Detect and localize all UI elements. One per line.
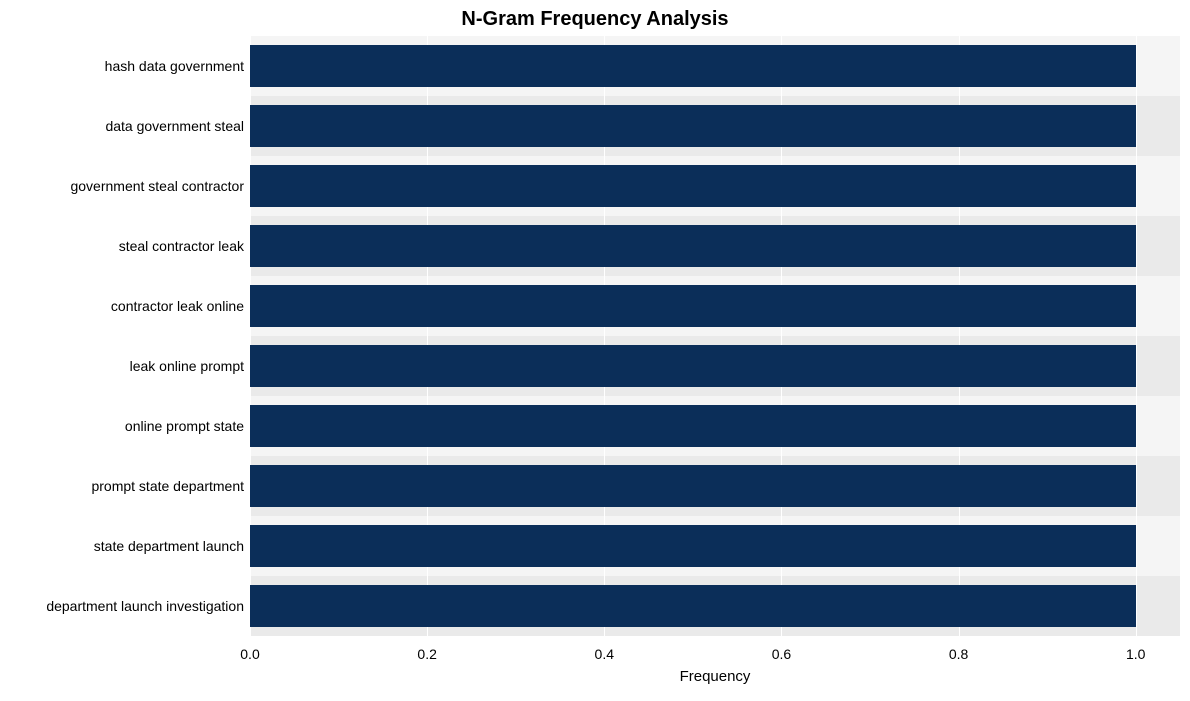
gridline xyxy=(1136,36,1137,636)
bar xyxy=(250,105,1136,147)
y-tick-label: hash data government xyxy=(105,58,244,74)
y-tick-label: data government steal xyxy=(105,118,244,134)
y-tick-label: steal contractor leak xyxy=(119,238,244,254)
y-tick-label: state department launch xyxy=(94,538,244,554)
plot-area xyxy=(250,36,1180,636)
ngram-frequency-chart: N-Gram Frequency Analysis hash data gove… xyxy=(0,0,1190,701)
bar xyxy=(250,165,1136,207)
x-tick-label: 0.6 xyxy=(772,646,791,662)
y-tick-label: prompt state department xyxy=(91,478,244,494)
chart-title: N-Gram Frequency Analysis xyxy=(0,8,1190,31)
bar xyxy=(250,585,1136,627)
bar xyxy=(250,45,1136,87)
y-tick-label: government steal contractor xyxy=(70,178,244,194)
x-axis-title: Frequency xyxy=(680,668,751,685)
y-tick-label: online prompt state xyxy=(125,418,244,434)
bar xyxy=(250,285,1136,327)
y-tick-label: department launch investigation xyxy=(46,598,244,614)
bar xyxy=(250,405,1136,447)
x-tick-label: 0.8 xyxy=(949,646,968,662)
x-tick-label: 1.0 xyxy=(1126,646,1145,662)
y-tick-label: leak online prompt xyxy=(130,358,244,374)
bar xyxy=(250,225,1136,267)
x-tick-label: 0.0 xyxy=(240,646,259,662)
x-tick-label: 0.4 xyxy=(595,646,614,662)
bar xyxy=(250,525,1136,567)
y-tick-label: contractor leak online xyxy=(111,298,244,314)
bar xyxy=(250,465,1136,507)
bar xyxy=(250,345,1136,387)
x-tick-label: 0.2 xyxy=(417,646,436,662)
